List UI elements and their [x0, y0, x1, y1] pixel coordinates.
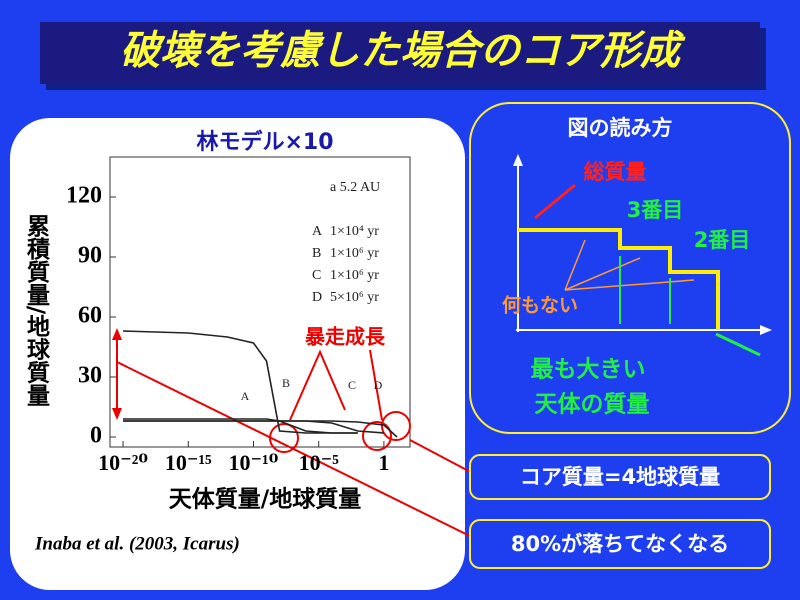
arrow-head [760, 325, 772, 335]
highlight-circle [362, 421, 392, 451]
curve-label: B [282, 376, 290, 390]
guide-step [518, 228, 720, 330]
guide-arrow [564, 257, 641, 291]
callout-box [469, 519, 771, 569]
arrow-head [513, 154, 523, 166]
arrow-head [112, 408, 122, 420]
curve-label: A [241, 389, 250, 403]
legend-time: 1×10⁶ yr [330, 246, 379, 261]
legend-time: 1×10⁶ yr [330, 268, 379, 283]
highlight-circle [381, 411, 411, 441]
curve-label: D [374, 378, 383, 392]
citation: Inaba et al. (2003, Icarus) [34, 533, 240, 554]
callout-line [409, 439, 479, 477]
y-axis-label: 累積質量/地球質量 [23, 214, 51, 407]
guide-arrow [534, 183, 576, 220]
curve-label: C [348, 378, 356, 392]
guide-arrow [564, 279, 695, 291]
title-bar [40, 22, 760, 84]
x-tick-label: 10⁻⁵ [299, 450, 340, 475]
legend-name: B [312, 246, 321, 261]
y-tick-label: 120 [66, 183, 102, 209]
guide-third: 3番目 [627, 198, 684, 222]
plot-frame [109, 156, 411, 448]
runaway-pointer [289, 349, 346, 421]
chart-title: 林モデル×10 [196, 129, 333, 155]
callout-text: コア質量=4地球質量 [520, 465, 720, 489]
chart-panel [10, 118, 465, 590]
arrow-head [112, 328, 122, 340]
guide-total: 総質量 [584, 160, 647, 184]
guide-nothing: 何もない [502, 294, 578, 317]
guide-largest: 最も大きい [531, 357, 646, 383]
runaway-label: 暴走成長 [305, 325, 386, 349]
y-tick-label: 60 [78, 303, 102, 329]
legend-name: A [312, 224, 323, 239]
callout-text: 80%が落ちてなくなる [511, 532, 729, 556]
runaway-pointer [369, 349, 383, 421]
legend-time: 5×10⁶ yr [330, 290, 379, 305]
legend-name: C [312, 268, 321, 283]
x-tick-label: 1 [378, 450, 389, 475]
callout-box [469, 454, 771, 500]
guide-arrow [564, 239, 586, 291]
x-axis-label: 天体質量/地球質量 [169, 487, 361, 513]
guide-second: 2番目 [694, 228, 751, 252]
orbit-label: a 5.2 AU [330, 180, 380, 195]
guide-title: 図の読み方 [568, 116, 673, 140]
series-line [123, 418, 358, 434]
y-tick-label: 0 [90, 423, 102, 449]
callout-line [116, 361, 479, 541]
slide-title: 破壊を考慮した場合のコア形成 [120, 28, 686, 73]
series-line [123, 420, 398, 438]
legend-time: 1×10⁴ yr [330, 224, 379, 239]
y-tick-label: 90 [78, 243, 102, 269]
x-tick-label: 10⁻²⁰ [98, 450, 148, 475]
guide-panel [469, 102, 791, 434]
legend-name: D [312, 290, 322, 305]
guide-arrow [715, 332, 761, 357]
y-tick-label: 30 [78, 363, 102, 389]
x-tick-label: 10⁻¹⁰ [229, 450, 279, 475]
guide-largest: 天体の質量 [535, 392, 650, 418]
x-tick-label: 10⁻¹⁵ [165, 450, 212, 475]
